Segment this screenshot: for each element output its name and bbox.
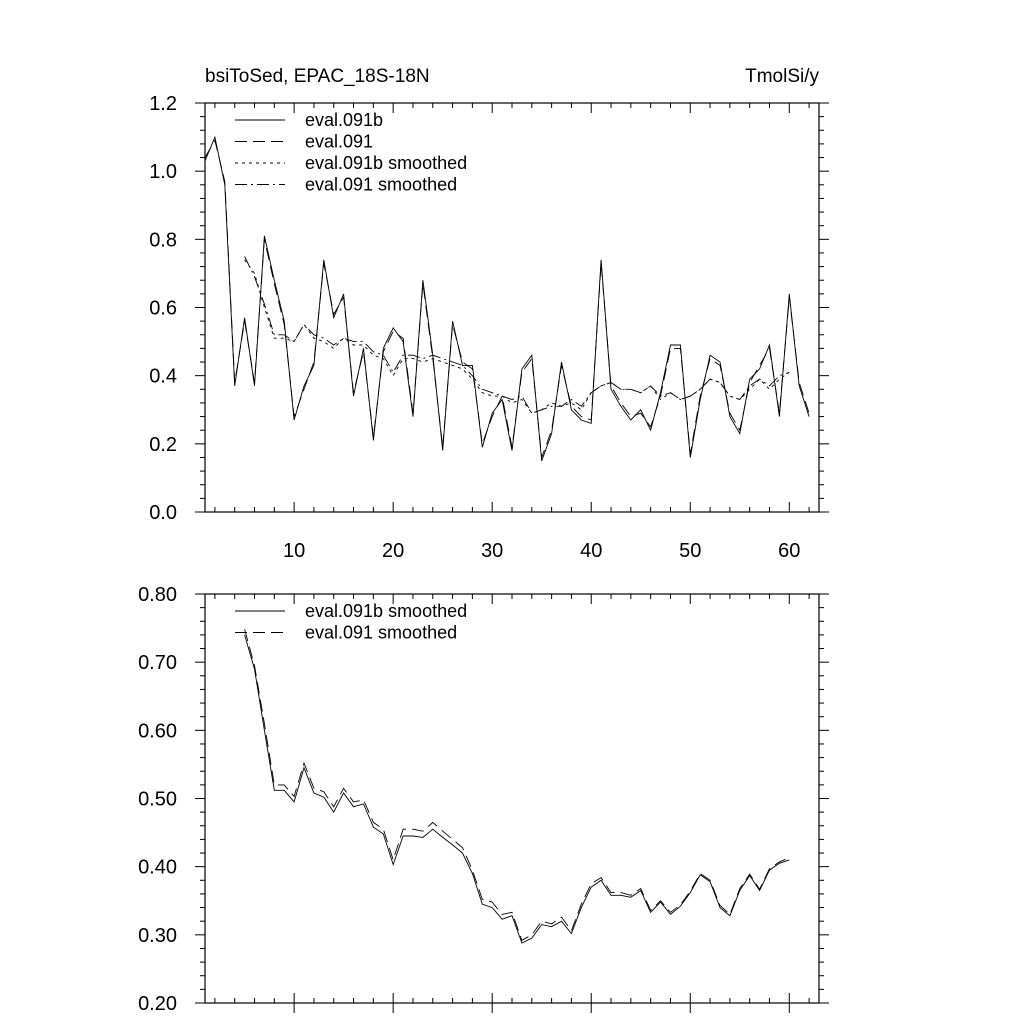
y-tick-label: 0.2 <box>149 434 177 456</box>
legend-label: eval.091b <box>305 110 383 130</box>
y-tick-label: 0.4 <box>149 366 177 388</box>
chart-title-left: bsiToSed, EPAC_18S-18N <box>205 66 430 87</box>
y-tick-label: 1.0 <box>149 161 177 183</box>
y-tick-label: 1.2 <box>149 93 177 115</box>
y-tick-label: 0.0 <box>149 502 177 524</box>
legend-label: eval.091 smoothed <box>305 623 457 643</box>
series-line <box>204 135 810 462</box>
y-tick-label: 0.6 <box>149 298 177 320</box>
y-tick-label: 0.30 <box>138 925 177 947</box>
x-tick-label: 60 <box>778 540 800 562</box>
chart-title-right: TmolSi/y <box>745 66 819 87</box>
y-tick-label: 0.70 <box>138 652 177 674</box>
legend-label: eval.091 <box>305 132 373 152</box>
series-line <box>244 259 790 414</box>
y-tick-label: 0.8 <box>149 229 177 251</box>
plot-frame <box>204 593 820 1004</box>
series-line <box>204 139 810 458</box>
series-line <box>244 634 790 944</box>
series-line <box>244 629 790 941</box>
x-tick-label: 20 <box>382 540 404 562</box>
x-tick-label: 30 <box>481 540 503 562</box>
y-tick-label: 0.60 <box>138 720 177 742</box>
y-tick-label: 0.80 <box>138 584 177 606</box>
legend-label: eval.091b smoothed <box>305 601 467 621</box>
x-tick-label: 10 <box>283 540 305 562</box>
series-line <box>244 256 790 414</box>
legend-label: eval.091 smoothed <box>305 175 457 195</box>
top-panel: bsiToSed, EPAC_18S-18N TmolSi/y 10 20 30 40… <box>149 66 829 562</box>
x-tick-label: 50 <box>679 540 701 562</box>
bottom-panel: 0.20 0.30 0.40 0.50 0.60 0.70 0.80 eval.091b sm… <box>138 584 829 1015</box>
y-tick-label: 0.20 <box>138 993 177 1015</box>
x-tick-label: 40 <box>580 540 602 562</box>
y-tick-label: 0.40 <box>138 857 177 879</box>
legend-label: eval.091b smoothed <box>305 153 467 173</box>
y-tick-label: 0.50 <box>138 789 177 811</box>
